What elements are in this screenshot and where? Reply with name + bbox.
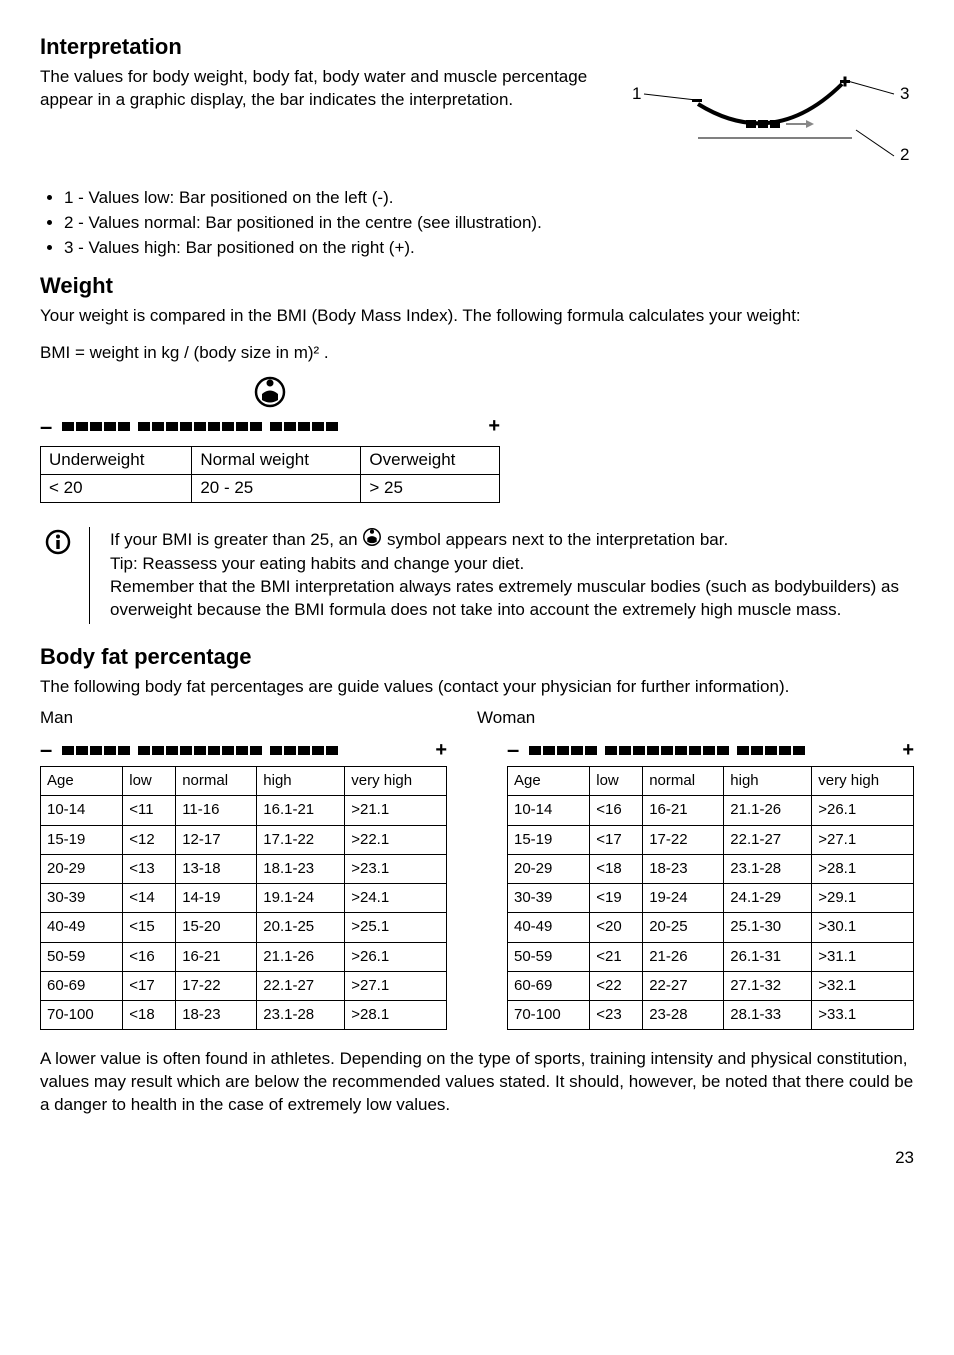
info-line1-post: symbol appears next to the interpretatio…: [387, 529, 728, 548]
fig-label-3: 3: [900, 84, 909, 103]
table-row: 60-69<1717-2222.1-27>27.1: [41, 971, 447, 1000]
table-row: 50-59<2121-2626.1-31>31.1: [508, 942, 914, 971]
interpretation-figure: 1 3 2: [624, 66, 914, 183]
bmi-h-overweight: Overweight: [361, 446, 500, 474]
footer-note: A lower value is often found in athletes…: [40, 1048, 914, 1117]
weight-intro: Your weight is compared in the BMI (Body…: [40, 305, 914, 328]
table-row: 60-69<2222-2727.1-32>32.1: [508, 971, 914, 1000]
man-label: Man: [40, 707, 477, 730]
man-table: Age low normal high very high 10-14<1111…: [40, 766, 447, 1030]
fig-label-1: 1: [632, 84, 641, 103]
info-line3: Remember that the BMI interpretation alw…: [110, 577, 899, 619]
table-row: 50-59<1616-2121.1-26>26.1: [41, 942, 447, 971]
interpretation-intro: The values for body weight, body fat, bo…: [40, 66, 604, 112]
page-number: 23: [40, 1147, 914, 1170]
table-row: 10-14<1111-1616.1-21>21.1: [41, 796, 447, 825]
interpretation-bullets: 1 - Values low: Bar positioned on the le…: [40, 187, 914, 260]
table-row: 70-100<1818-2323.1-28>28.1: [41, 1001, 447, 1030]
bmi-bar-graphic: – +: [40, 375, 500, 442]
bmi-v-overweight: > 25: [361, 474, 500, 502]
minus-icon: –: [40, 735, 54, 765]
table-row: 30-39<1414-1919.1-24>24.1: [41, 884, 447, 913]
table-row: 20-29<1818-2323.1-28>28.1: [508, 854, 914, 883]
bullet-1: 1 - Values low: Bar positioned on the le…: [64, 187, 914, 210]
table-row: 15-19<1717-2222.1-27>27.1: [508, 825, 914, 854]
minus-icon: –: [40, 412, 54, 442]
man-table-block: – + Age low normal high very high 10-14<…: [40, 735, 447, 1030]
bullet-3: 3 - Values high: Bar positioned on the r…: [64, 237, 914, 260]
table-row: 70-100<2323-2828.1-33>33.1: [508, 1001, 914, 1030]
heading-interpretation: Interpretation: [40, 32, 914, 62]
overweight-icon-inline: [362, 527, 382, 554]
woman-label: Woman: [477, 707, 914, 730]
bmi-v-underweight: < 20: [41, 474, 192, 502]
bmi-h-normal: Normal weight: [192, 446, 361, 474]
table-header-row: Age low normal high very high: [41, 767, 447, 796]
plus-icon: +: [900, 737, 914, 764]
woman-table-block: – + Age low normal high very high 10-14<…: [507, 735, 914, 1030]
plus-icon: +: [486, 413, 500, 440]
heading-bodyfat: Body fat percentage: [40, 642, 914, 672]
table-row: 40-49<2020-2525.1-30>30.1: [508, 913, 914, 942]
bodyfat-intro: The following body fat percentages are g…: [40, 676, 914, 699]
weight-formula: BMI = weight in kg / (body size in m)² .: [40, 342, 914, 365]
woman-table: Age low normal high very high 10-14<1616…: [507, 766, 914, 1030]
info-icon: [40, 527, 90, 624]
info-line2: Tip: Reassess your eating habits and cha…: [110, 554, 524, 573]
minus-icon: –: [507, 735, 521, 765]
table-row: 20-29<1313-1818.1-23>23.1: [41, 854, 447, 883]
info-callout: If your BMI is greater than 25, an symbo…: [40, 527, 914, 624]
table-row: 15-19<1212-1717.1-22>22.1: [41, 825, 447, 854]
info-line1-pre: If your BMI is greater than 25, an: [110, 529, 362, 548]
bullet-2: 2 - Values normal: Bar positioned in the…: [64, 212, 914, 235]
table-header-row: Age low normal high very high: [508, 767, 914, 796]
table-row: 40-49<1515-2020.1-25>25.1: [41, 913, 447, 942]
table-row: 10-14<1616-2121.1-26>26.1: [508, 796, 914, 825]
table-row: 30-39<1919-2424.1-29>29.1: [508, 884, 914, 913]
overweight-icon: [253, 375, 287, 416]
heading-weight: Weight: [40, 271, 914, 301]
bmi-v-normal: 20 - 25: [192, 474, 361, 502]
bmi-h-underweight: Underweight: [41, 446, 192, 474]
bmi-table: Underweight Normal weight Overweight < 2…: [40, 446, 500, 503]
fig-label-2: 2: [900, 145, 909, 164]
plus-icon: +: [433, 737, 447, 764]
